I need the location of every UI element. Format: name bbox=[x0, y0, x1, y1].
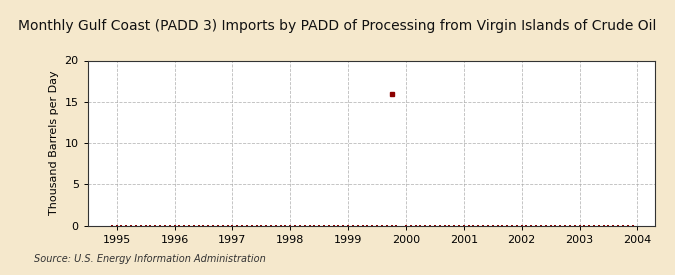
Text: Monthly Gulf Coast (PADD 3) Imports by PADD of Processing from Virgin Islands of: Monthly Gulf Coast (PADD 3) Imports by P… bbox=[18, 19, 657, 33]
Y-axis label: Thousand Barrels per Day: Thousand Barrels per Day bbox=[49, 71, 59, 215]
Text: Source: U.S. Energy Information Administration: Source: U.S. Energy Information Administ… bbox=[34, 254, 265, 264]
